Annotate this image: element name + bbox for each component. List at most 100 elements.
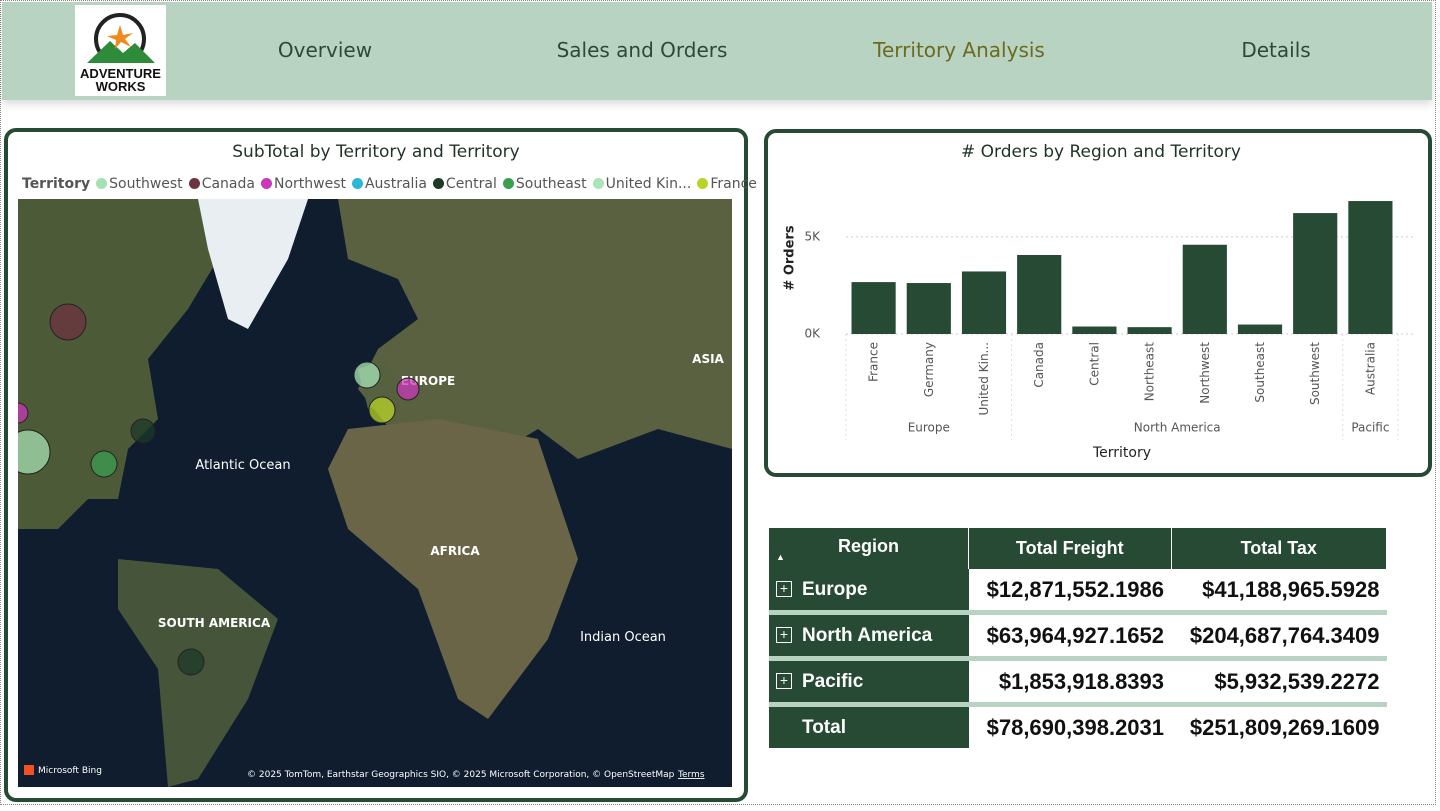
legend-item[interactable]: Australia (351, 176, 427, 192)
map-title: SubTotal by Territory and Territory (232, 142, 520, 162)
expand-icon[interactable]: + (776, 581, 792, 598)
map-label: SOUTH AMERICA (158, 616, 271, 630)
expand-icon[interactable]: + (776, 673, 792, 690)
map-bubble (130, 418, 156, 444)
column-header[interactable]: Total Freight (968, 528, 1172, 569)
nav-tab[interactable]: Territory Analysis (873, 38, 1045, 62)
value-cell: $204,687,764.3409 (1171, 615, 1386, 656)
legend-dot (592, 178, 604, 189)
cell-value: $251,809,269.1609 (1189, 714, 1380, 740)
column-header[interactable]: Total Tax (1171, 528, 1388, 569)
nav-bar: ADVENTURE WORKS Overview Sales and Orders… (2, 2, 1432, 100)
map-bubble (49, 303, 87, 341)
separator-cell (769, 702, 1387, 707)
logo-text: ADVENTURE (80, 66, 161, 81)
map-label: Indian Ocean (580, 630, 666, 645)
legend-dot (697, 178, 709, 189)
legend-label: Australia (364, 176, 427, 192)
map-bubble (90, 450, 118, 478)
legend-item[interactable]: Canada (188, 176, 255, 192)
cell-value: $41,188,965.5928 (1202, 576, 1380, 602)
legend-dot (351, 178, 363, 189)
table-row: + Pacific $1,853,918.8393 $5,932,539.2272 (769, 661, 1387, 702)
table-row: +Total $78,690,398.2031 $251,809,269.1609 (769, 707, 1387, 748)
legend-item[interactable]: Northwest (260, 176, 346, 192)
separator-cell (769, 656, 1387, 661)
cell-value: $78,690,398.2031 (986, 714, 1165, 740)
bing-logo (24, 765, 34, 775)
legend-item[interactable]: United Kin... (592, 176, 692, 192)
header-row: Region ▲ Total Freight Total Tax (769, 528, 1388, 569)
map-bubble (177, 648, 205, 676)
logo-icon (87, 13, 155, 65)
legend-item[interactable]: Southwest (96, 176, 183, 192)
map-bubble (368, 396, 396, 424)
cell-value: $12,871,552.1986 (986, 576, 1165, 602)
region-cell: +Total (769, 707, 969, 748)
chart-panel (764, 129, 1432, 477)
data-table: Region ▲ Total Freight Total Tax + Europe $12,… (769, 528, 1388, 748)
map-brand: Microsoft Bing (38, 766, 102, 776)
value-cell: $251,809,269.1609 (1171, 707, 1386, 748)
region-cell: + Pacific (769, 661, 969, 702)
region-name: North America (802, 624, 933, 646)
region-cell: + North America (769, 615, 969, 656)
legend-label: Southwest (109, 176, 183, 192)
legend-label: Central (445, 176, 497, 192)
value-cell: $41,188,965.5928 (1171, 569, 1386, 610)
sort-icon: ▲ (776, 552, 785, 562)
map-legend: Territory Southwest Canada Northwest Austral… (22, 176, 757, 192)
row-separator (769, 610, 1387, 615)
legend-title: Territory (22, 176, 91, 192)
cell-value: $63,964,927.1652 (986, 622, 1165, 648)
legend-label: Southeast (515, 176, 587, 192)
region-cell: + Europe (769, 569, 969, 610)
map-bubble (396, 377, 420, 401)
map-bubble (353, 361, 381, 389)
legend-item[interactable]: Central (432, 176, 497, 192)
table-row: + North America $63,964,927.1652 $204,687,7… (769, 615, 1387, 656)
legend-dot (260, 178, 272, 189)
map-bubble (18, 402, 29, 424)
legend-label: Northwest (273, 176, 346, 192)
map-label: AFRICA (430, 544, 480, 558)
region-name: Europe (802, 578, 868, 600)
region-name: Total (802, 716, 846, 738)
cell-value: $1,853,918.8393 (998, 668, 1165, 694)
map-label: Atlantic Ocean (195, 458, 290, 473)
legend-item[interactable]: France (697, 176, 757, 192)
map-bubble (18, 429, 51, 475)
cell-value: $204,687,764.3409 (1189, 622, 1380, 648)
logo[interactable]: ADVENTURE WORKS (75, 5, 166, 96)
legend-label: France (710, 176, 757, 192)
table-row: + Europe $12,871,552.1986 $41,188,965.5928 (769, 569, 1387, 610)
column-header[interactable]: Region ▲ (769, 528, 969, 569)
legend-label: United Kin... (605, 176, 692, 192)
cell-value: $5,932,539.2272 (1214, 668, 1380, 694)
map-label: ASIA (692, 352, 724, 366)
legend-dot (96, 178, 108, 189)
value-cell: $1,853,918.8393 (969, 661, 1172, 702)
map-attribution: © 2025 TomTom, Earthstar Geographics SIO… (247, 770, 675, 780)
separator-cell (769, 610, 1387, 615)
value-cell: $78,690,398.2031 (969, 707, 1172, 748)
region-name: Pacific (802, 670, 864, 692)
legend-dot (188, 178, 200, 189)
value-cell: $12,871,552.1986 (969, 569, 1172, 610)
expand-icon[interactable]: + (776, 627, 792, 644)
legend-item[interactable]: Southeast (502, 176, 587, 192)
legend-label: Canada (201, 176, 255, 192)
value-cell: $63,964,927.1652 (969, 615, 1172, 656)
row-separator (769, 656, 1387, 661)
legend-dot (432, 178, 444, 189)
nav-tab[interactable]: Sales and Orders (556, 38, 728, 62)
nav-tab[interactable]: Details (1241, 38, 1311, 62)
map-terms[interactable]: Terms (677, 770, 705, 780)
nav-tab[interactable]: Overview (277, 38, 373, 62)
map-bubbles (18, 303, 420, 676)
value-cell: $5,932,539.2272 (1171, 661, 1386, 702)
